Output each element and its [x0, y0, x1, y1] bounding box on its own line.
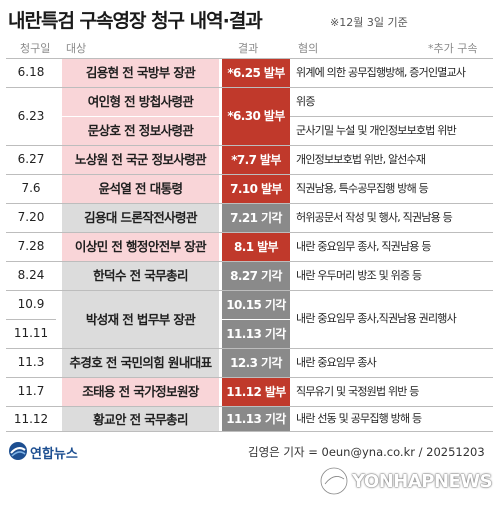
row-charge: 내란 우두머리 방조 및 위증 등	[296, 269, 422, 282]
row-charge: 위증	[296, 95, 315, 108]
row-divider	[6, 145, 493, 146]
header-target: 대상	[66, 42, 87, 55]
row-result: 7.10 발부	[222, 175, 290, 203]
header-charge: 혐의	[298, 42, 319, 55]
row-date: 11.12	[13, 412, 49, 426]
row-divider	[6, 232, 493, 233]
date-note: ※12월 3일 기준	[330, 16, 408, 29]
row-divider	[6, 377, 493, 378]
row-target: 문상호 전 정보사령관	[62, 117, 219, 145]
row-date: 11.3	[17, 355, 45, 369]
row-divider	[6, 261, 493, 262]
row-divider	[6, 290, 493, 291]
yonhap-globe-icon	[9, 442, 27, 460]
header-date: 청구일	[20, 42, 51, 55]
row-target: 김용대 드론작전사령관	[62, 204, 219, 232]
row-divider	[6, 406, 493, 407]
row-result: *7.7 발부	[222, 146, 290, 174]
row-charge: 직무유기 및 국정원법 위반 등	[296, 385, 419, 398]
page-title: 내란특검 구속영장 청구 내역·결과	[8, 10, 263, 32]
row-charge: 직권남용, 특수공무집행 방해 등	[296, 182, 429, 195]
row-charge: 내란 선동 및 공무집행 방해 등	[296, 412, 422, 425]
row-date: 10.9	[17, 297, 45, 311]
row-result: 12.3 기각	[222, 349, 290, 377]
row-divider	[6, 348, 493, 349]
row-result: 8.27 기각	[222, 262, 290, 290]
row-target: 김용현 전 국방부 장관	[62, 59, 219, 87]
row-target: 윤석열 전 대통령	[62, 175, 219, 203]
row-target: 황교안 전 국무총리	[62, 407, 219, 432]
yonhapnews-watermark-text: YONHAPNEWS	[352, 471, 493, 492]
header-result: 결과	[238, 42, 259, 55]
row-target: 노상원 전 국군 정보사령관	[62, 146, 219, 174]
row-result: 8.1 발부	[222, 233, 290, 261]
yonhap-logo-text: 연합뉴스	[30, 447, 78, 462]
row-target: 이상민 전 행정안전부 장관	[62, 233, 219, 261]
row-charge: 개인정보보호법 위반, 알선수재	[296, 153, 426, 166]
row-result: 11.12 발부	[222, 378, 290, 406]
row-date: 6.18	[17, 65, 45, 79]
row-target: 추경호 전 국민의힘 원내대표	[62, 349, 219, 377]
row-charge: 허위공문서 작성 및 행사, 직권남용 등	[296, 211, 453, 224]
row-date: 11.7	[17, 384, 45, 398]
row-divider	[6, 87, 493, 88]
row-target: 박성재 전 법무부 장관	[62, 291, 219, 348]
row-result: 7.21 기각	[222, 204, 290, 232]
row-charge: 군사기밀 누설 및 개인정보보호법 위반	[296, 124, 457, 137]
row-result: 11.13 기각	[222, 320, 290, 348]
row-result: 10.15 기각	[222, 291, 290, 319]
row-charge: 내란 중요임무 종사,직권남용 권리행사	[296, 312, 457, 325]
table-border-top	[6, 58, 493, 59]
row-date: 7.20	[17, 210, 45, 224]
row-date: 6.23	[17, 109, 45, 123]
row-date: 11.11	[13, 326, 49, 340]
header-extra-detention: *추가 구속	[428, 42, 478, 55]
row-date: 8.24	[17, 268, 45, 282]
row-date: 7.28	[17, 239, 45, 253]
row-target: 조태용 전 국가정보원장	[62, 378, 219, 406]
row-result: *6.25 발부	[222, 59, 290, 87]
row-divider	[290, 116, 493, 117]
yonhapnews-watermark-icon	[319, 466, 349, 496]
row-date: 7.6	[21, 181, 41, 195]
row-charge: 위계에 의한 공무집행방해, 증거인멸교사	[296, 66, 466, 79]
warrant-table: 6.18 김용현 전 국방부 장관 *6.25 발부 위계에 의한 공무집행방해…	[6, 58, 493, 432]
table-border-bottom	[6, 431, 493, 432]
row-divider	[6, 174, 493, 175]
row-result: 11.13 기각	[222, 407, 290, 432]
reporter-credit: 김영은 기자 = 0eun@yna.co.kr / 20251203	[248, 445, 485, 459]
row-target: 한덕수 전 국무총리	[62, 262, 219, 290]
row-charge: 내란 중요임무 종사, 직권남용 등	[296, 240, 431, 253]
row-date: 6.27	[17, 152, 45, 166]
row-charge: 내란 중요임무 종사	[296, 356, 377, 369]
row-divider	[6, 319, 56, 320]
row-result: *6.30 발부	[222, 88, 290, 145]
row-divider	[6, 203, 493, 204]
row-target: 여인형 전 방첩사령관	[62, 88, 219, 116]
